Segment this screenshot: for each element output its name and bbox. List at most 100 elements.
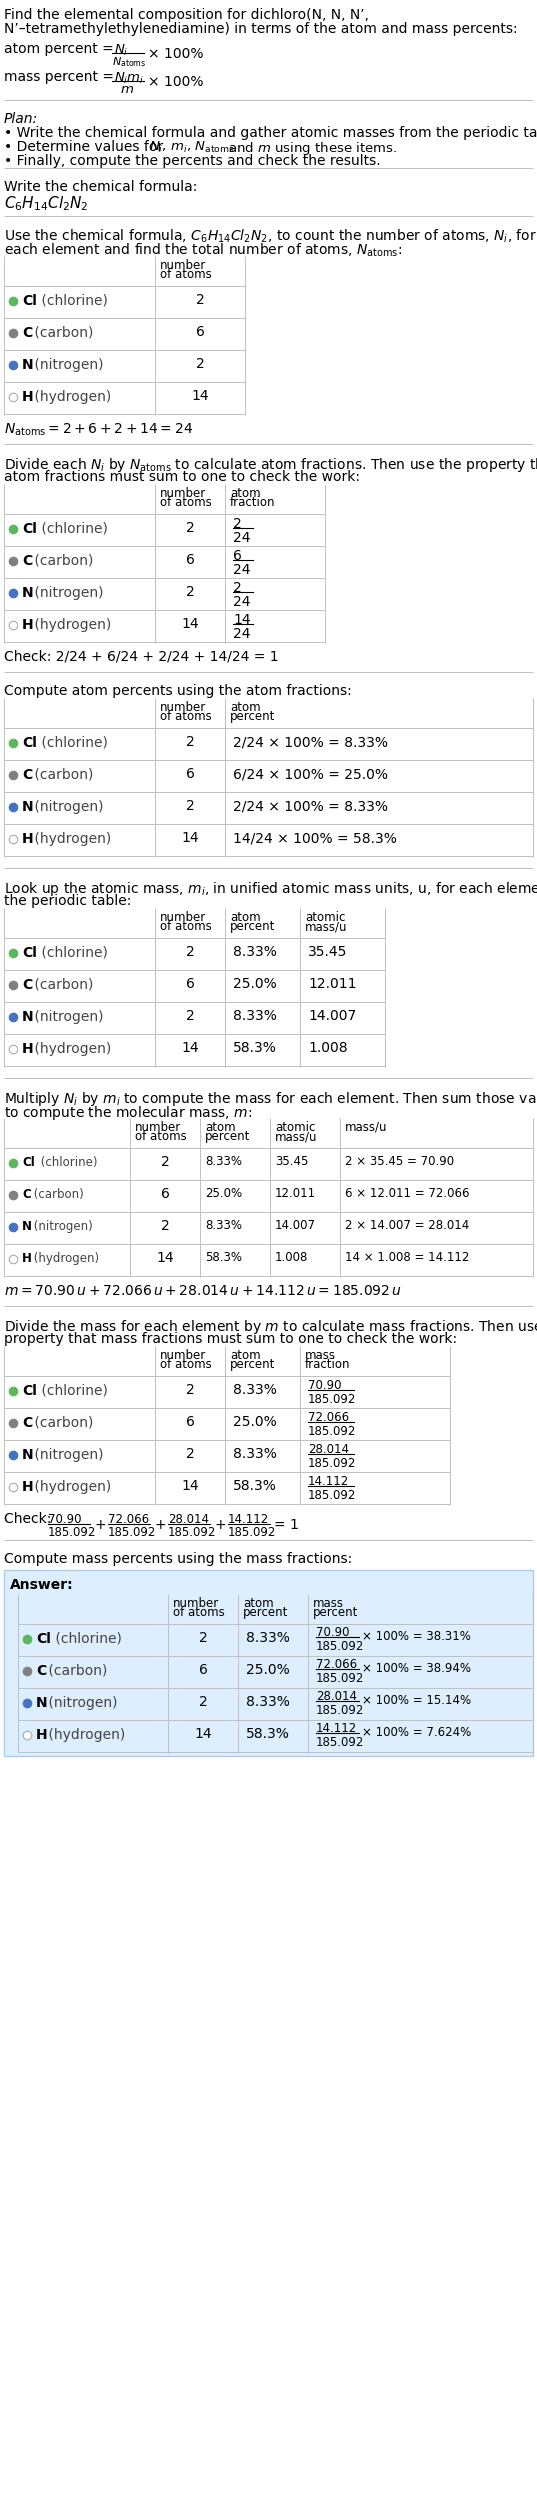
Text: 14.112: 14.112 xyxy=(228,1512,269,1527)
Text: H: H xyxy=(22,391,34,403)
Text: 2: 2 xyxy=(186,945,194,960)
Text: • Finally, compute the percents and check the results.: • Finally, compute the percents and chec… xyxy=(4,154,381,169)
Text: (hydrogen): (hydrogen) xyxy=(43,1729,125,1741)
Text: 2 × 14.007 = 28.014: 2 × 14.007 = 28.014 xyxy=(345,1220,469,1232)
Text: Plan:: Plan: xyxy=(4,111,38,126)
Text: (hydrogen): (hydrogen) xyxy=(30,1479,111,1494)
Text: 14.112: 14.112 xyxy=(316,1721,357,1734)
Text: 2: 2 xyxy=(195,358,205,370)
Text: × 100% = 7.624%: × 100% = 7.624% xyxy=(362,1726,471,1739)
Text: number: number xyxy=(160,701,206,713)
Text: 185.092: 185.092 xyxy=(168,1527,216,1540)
Text: (carbon): (carbon) xyxy=(30,769,93,781)
Text: C: C xyxy=(22,1187,31,1202)
Text: Cl: Cl xyxy=(22,736,37,751)
Text: 6 × 12.011 = 72.066: 6 × 12.011 = 72.066 xyxy=(345,1187,469,1200)
Text: 14: 14 xyxy=(194,1726,212,1741)
Point xyxy=(9,605,17,645)
Text: 2/24 × 100% = 8.33%: 2/24 × 100% = 8.33% xyxy=(233,736,388,748)
Text: 70.90: 70.90 xyxy=(316,1625,350,1638)
Text: atom: atom xyxy=(230,912,260,925)
Text: 28.014: 28.014 xyxy=(168,1512,209,1527)
Text: Check:: Check: xyxy=(4,1512,56,1527)
Text: Answer:: Answer: xyxy=(10,1578,74,1593)
Text: of atoms: of atoms xyxy=(160,496,212,509)
Point xyxy=(23,1683,31,1724)
Point xyxy=(23,1714,31,1754)
Text: 14.007: 14.007 xyxy=(275,1220,316,1232)
Text: 14: 14 xyxy=(181,832,199,844)
Text: 6: 6 xyxy=(195,325,205,340)
Text: C: C xyxy=(36,1663,46,1678)
Text: Multiply $N_i$ by $m_i$ to compute the mass for each element. Then sum those val: Multiply $N_i$ by $m_i$ to compute the m… xyxy=(4,1091,537,1109)
Text: 28.014: 28.014 xyxy=(308,1444,349,1457)
Text: 185.092: 185.092 xyxy=(108,1527,156,1540)
Text: 35.45: 35.45 xyxy=(275,1154,308,1167)
Text: Look up the atomic mass, $m_i$, in unified atomic mass units, u, for each elemen: Look up the atomic mass, $m_i$, in unifi… xyxy=(4,879,537,897)
Text: 6: 6 xyxy=(186,978,194,990)
Text: of atoms: of atoms xyxy=(160,920,212,932)
Text: Cl: Cl xyxy=(22,945,37,960)
Text: 185.092: 185.092 xyxy=(228,1527,277,1540)
Point xyxy=(9,756,17,796)
Text: C: C xyxy=(22,554,32,567)
Text: 2: 2 xyxy=(161,1154,169,1169)
Text: 185.092: 185.092 xyxy=(316,1736,365,1749)
Text: +: + xyxy=(154,1517,165,1532)
Text: of atoms: of atoms xyxy=(173,1605,225,1618)
Point xyxy=(9,1144,17,1184)
Text: $N_i$: $N_i$ xyxy=(114,43,128,58)
Text: atom: atom xyxy=(230,486,260,499)
Point xyxy=(9,1028,17,1068)
Text: × 100%: × 100% xyxy=(148,76,204,88)
Text: Cl: Cl xyxy=(36,1633,51,1646)
Text: 8.33%: 8.33% xyxy=(246,1630,290,1646)
Text: mass: mass xyxy=(305,1348,336,1361)
Text: Write the chemical formula:: Write the chemical formula: xyxy=(4,179,198,194)
Text: $N_i$, $m_i$, $N_{\mathrm{atoms}}$: $N_i$, $m_i$, $N_{\mathrm{atoms}}$ xyxy=(149,141,235,156)
Text: (nitrogen): (nitrogen) xyxy=(30,1449,103,1462)
Text: (chlorine): (chlorine) xyxy=(51,1633,122,1646)
Text: 8.33%: 8.33% xyxy=(233,1008,277,1023)
Text: 25.0%: 25.0% xyxy=(233,978,277,990)
Text: mass percent =: mass percent = xyxy=(4,71,118,83)
Text: 12.011: 12.011 xyxy=(275,1187,316,1200)
Text: percent: percent xyxy=(243,1605,288,1618)
Text: number: number xyxy=(160,912,206,925)
Text: 8.33%: 8.33% xyxy=(233,945,277,960)
Text: Find the elemental composition for dichloro(N, N, N’,: Find the elemental composition for dichl… xyxy=(4,8,369,23)
Text: mass/u: mass/u xyxy=(305,920,347,932)
Text: 2: 2 xyxy=(186,799,194,814)
Text: N: N xyxy=(36,1696,48,1711)
Text: Compute atom percents using the atom fractions:: Compute atom percents using the atom fra… xyxy=(4,683,352,698)
Text: • Write the chemical formula and gather atomic masses from the periodic table.: • Write the chemical formula and gather … xyxy=(4,126,537,141)
Text: N: N xyxy=(22,587,34,600)
Point xyxy=(9,1467,17,1507)
Text: (carbon): (carbon) xyxy=(30,1416,93,1429)
Text: 72.066: 72.066 xyxy=(108,1512,149,1527)
Point xyxy=(9,345,17,386)
Text: (carbon): (carbon) xyxy=(30,554,93,567)
Text: 24: 24 xyxy=(233,562,250,577)
Text: 2: 2 xyxy=(186,1008,194,1023)
Text: and $m$ using these items.: and $m$ using these items. xyxy=(224,141,397,156)
Text: 185.092: 185.092 xyxy=(308,1424,357,1439)
Text: 185.092: 185.092 xyxy=(316,1641,365,1653)
Text: fraction: fraction xyxy=(305,1358,351,1371)
Point xyxy=(9,1174,17,1215)
Text: atom fractions must sum to one to check the work:: atom fractions must sum to one to check … xyxy=(4,471,360,484)
FancyBboxPatch shape xyxy=(4,1570,533,1756)
Text: 14: 14 xyxy=(181,1479,199,1492)
Text: mass/u: mass/u xyxy=(275,1129,317,1144)
Text: C: C xyxy=(22,769,32,781)
Text: percent: percent xyxy=(230,711,275,723)
Text: • Determine values for: • Determine values for xyxy=(4,141,168,154)
Text: 2: 2 xyxy=(186,736,194,748)
Text: 6: 6 xyxy=(186,766,194,781)
Text: 8.33%: 8.33% xyxy=(233,1446,277,1462)
Text: H: H xyxy=(36,1729,48,1741)
Text: Cl: Cl xyxy=(22,1383,37,1399)
Text: 2: 2 xyxy=(195,292,205,307)
Point xyxy=(23,1651,31,1691)
Text: 24: 24 xyxy=(233,627,250,640)
